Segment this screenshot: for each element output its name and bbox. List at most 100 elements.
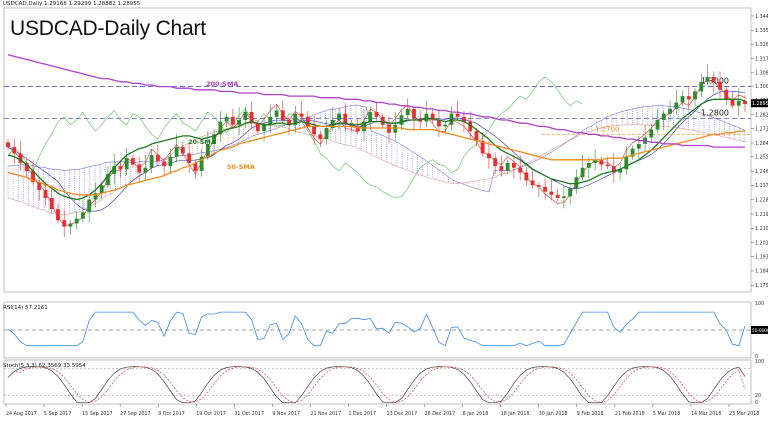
candle-body bbox=[68, 223, 73, 227]
date-tick-label: 9 Oct 2017 bbox=[158, 411, 185, 417]
candle-body bbox=[668, 108, 672, 114]
candle-body bbox=[536, 185, 541, 187]
candle-body bbox=[187, 153, 192, 163]
candle-body bbox=[487, 153, 491, 159]
date-tick-label: 13 Dec 2017 bbox=[387, 411, 418, 417]
price-tick-label: 1.23790 bbox=[755, 183, 768, 189]
date-tick-label: 24 Aug 2017 bbox=[6, 411, 37, 417]
candle-body bbox=[724, 89, 729, 100]
candle-body bbox=[18, 153, 23, 163]
candle-body bbox=[605, 164, 610, 167]
candle-body bbox=[636, 143, 641, 149]
candle-body bbox=[443, 124, 448, 127]
stoch-pane-frame bbox=[3, 359, 752, 405]
stoch-main-line bbox=[7, 366, 746, 404]
date-tick-label: 23 Mar 2018 bbox=[729, 411, 759, 417]
date-tick-label: 18 Jan 2018 bbox=[501, 411, 530, 417]
candle-body bbox=[618, 169, 623, 173]
candle-body bbox=[312, 126, 316, 135]
candle-body bbox=[524, 172, 529, 181]
candle-body bbox=[568, 188, 573, 197]
candle-body bbox=[661, 113, 666, 121]
candle-body bbox=[118, 166, 123, 170]
sma-200-line bbox=[7, 54, 745, 148]
candle-body bbox=[462, 116, 466, 122]
candle-body bbox=[549, 191, 554, 195]
candle-body bbox=[630, 148, 635, 157]
rsi-line bbox=[7, 311, 746, 347]
candle-body bbox=[343, 113, 348, 124]
price-tick-label: 1.30865 bbox=[755, 71, 768, 77]
rsi-label: RSI(14) 57.2161 bbox=[3, 305, 48, 311]
candle-body bbox=[424, 113, 429, 122]
candle-body bbox=[437, 120, 441, 127]
candle-body bbox=[624, 156, 629, 170]
candle-body bbox=[318, 134, 323, 140]
candle-body bbox=[193, 162, 198, 171]
date-tick-label: 9 Feb 2018 bbox=[577, 411, 604, 417]
candle-body bbox=[330, 120, 335, 128]
candle-body bbox=[6, 142, 10, 148]
candle-body bbox=[574, 177, 579, 189]
candle-body bbox=[199, 156, 204, 171]
candle-body bbox=[168, 156, 173, 167]
date-tick-label: 21 Nov 2017 bbox=[310, 411, 341, 417]
candle-body bbox=[362, 121, 366, 132]
candle-body bbox=[143, 167, 148, 173]
sma-200-annotation: 200-SMA bbox=[206, 80, 238, 88]
date-tick-label: 27 Sep 2017 bbox=[120, 411, 150, 417]
candle-body bbox=[599, 159, 604, 165]
price-tick-label: 1.24690 bbox=[755, 169, 768, 175]
symbol-info-line: USDCAD,Daily 1.29168 1.29299 1.28882 1.2… bbox=[3, 1, 141, 7]
candle-body bbox=[680, 96, 685, 103]
candle-body bbox=[518, 167, 523, 173]
candle-body bbox=[430, 113, 435, 121]
date-tick-label: 30 Jan 2018 bbox=[539, 411, 568, 417]
candle-body bbox=[149, 155, 154, 168]
candle-body bbox=[580, 167, 585, 178]
candle-body bbox=[130, 158, 135, 165]
candle-body bbox=[655, 120, 660, 130]
candle-body bbox=[324, 127, 329, 140]
candle-body bbox=[561, 196, 566, 198]
candle-body bbox=[611, 166, 616, 173]
candle-body bbox=[368, 112, 373, 122]
level-label: 1.2800 bbox=[701, 108, 729, 117]
candle-body bbox=[287, 120, 291, 125]
candle-body bbox=[174, 147, 179, 157]
candle-body bbox=[449, 113, 454, 125]
candle-body bbox=[93, 193, 98, 200]
rsi-value-tag bbox=[751, 326, 768, 334]
candle-body bbox=[718, 81, 722, 90]
candle-body bbox=[593, 159, 598, 163]
candle-body bbox=[99, 185, 104, 194]
candle-body bbox=[393, 124, 398, 133]
candle-body bbox=[555, 194, 560, 198]
candle-body bbox=[43, 190, 48, 198]
candle-body bbox=[505, 162, 510, 171]
ichimoku-span-a bbox=[7, 104, 746, 193]
price-tick-label: 1.21990 bbox=[755, 212, 768, 218]
candle-body bbox=[205, 143, 210, 157]
candle-body bbox=[74, 218, 79, 224]
candle-body bbox=[155, 155, 160, 162]
candle-body bbox=[293, 113, 298, 125]
candle-body bbox=[705, 77, 710, 82]
candle-body bbox=[730, 99, 735, 106]
price-tick-label: 1.27355 bbox=[755, 126, 768, 132]
price-tick-label: 1.26455 bbox=[755, 141, 768, 147]
price-tick-label: 1.33540 bbox=[755, 28, 768, 34]
chart-title: USDCAD-Daily Chart bbox=[10, 17, 206, 40]
candle-body bbox=[380, 116, 385, 125]
candle-body bbox=[218, 121, 223, 135]
date-tick-label: 8 Jan 2018 bbox=[463, 411, 489, 417]
date-tick-label: 14 Mar 2018 bbox=[691, 411, 721, 417]
candle-body bbox=[230, 116, 235, 125]
candle-body bbox=[374, 112, 379, 117]
candle-body bbox=[405, 108, 410, 116]
candle-body bbox=[699, 81, 704, 92]
date-tick-label: 5 Sep 2017 bbox=[44, 411, 71, 417]
date-tick-label: 26 Dec 2017 bbox=[425, 411, 456, 417]
